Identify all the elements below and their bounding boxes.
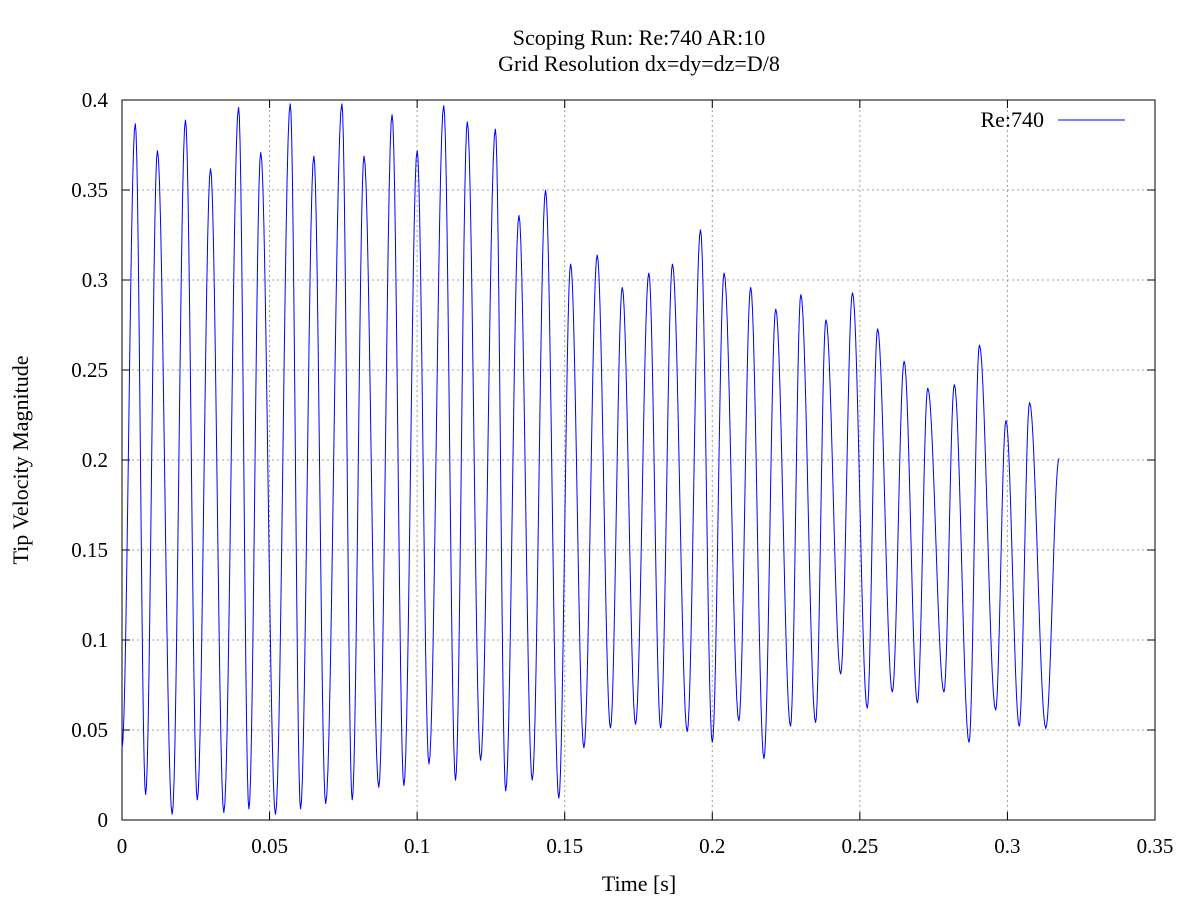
y-tick-label: 0.4 — [82, 88, 109, 112]
y-tick-label: 0.25 — [71, 358, 108, 382]
y-tick-label: 0 — [98, 808, 109, 832]
x-tick-label: 0.2 — [699, 834, 725, 858]
series-group — [121, 103, 1060, 815]
y-tick-label: 0.35 — [71, 178, 108, 202]
y-axis-label: Tip Velocity Magnitude — [8, 355, 33, 564]
x-tick-label: 0.15 — [546, 834, 583, 858]
legend-label: Re:740 — [980, 107, 1044, 132]
chart-title: Scoping Run: Re:740 AR:10 — [513, 25, 765, 50]
x-tick-label: 0.35 — [1137, 834, 1174, 858]
x-tick-label: 0 — [117, 834, 128, 858]
y-tick-label: 0.1 — [82, 628, 108, 652]
x-axis-label: Time [s] — [602, 871, 676, 896]
y-tick-label: 0.3 — [82, 268, 108, 292]
grid — [122, 100, 1155, 820]
series-line-re740 — [121, 103, 1060, 815]
x-tick-label: 0.25 — [841, 834, 878, 858]
y-tick-label: 0.15 — [71, 538, 108, 562]
x-tick-label: 0.1 — [404, 834, 430, 858]
plot-frame — [121, 99, 1156, 821]
chart-subtitle: Grid Resolution dx=dy=dz=D/8 — [498, 51, 780, 76]
x-tick-label: 0.3 — [994, 834, 1020, 858]
ticks: 0 0.05 0.1 0.15 0.2 0.25 0.3 0.35 0 0.05 0.1 0.15 0.… — [71, 88, 1173, 858]
x-tick-label: 0.05 — [251, 834, 288, 858]
y-tick-label: 0.2 — [82, 448, 108, 472]
y-tick-label: 0.05 — [71, 718, 108, 742]
